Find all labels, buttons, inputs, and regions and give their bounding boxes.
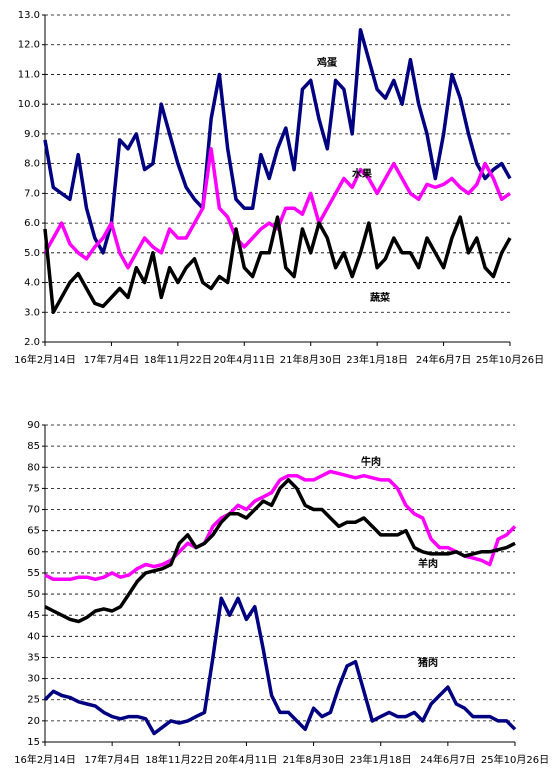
x-tick-label: 17年7月4日 xyxy=(84,353,139,366)
y-tick-label: 5.0 xyxy=(24,248,40,259)
series-line xyxy=(43,596,517,736)
y-tick-label: 3.0 xyxy=(24,307,40,318)
x-tick-label: 16年2月14日 xyxy=(14,753,76,766)
y-tick-label: 2.0 xyxy=(24,337,40,348)
y-tick-label: 45 xyxy=(27,610,40,621)
y-tick-label: 75 xyxy=(27,483,40,494)
y-tick-label: 13.0 xyxy=(18,10,40,21)
y-tick-label: 70 xyxy=(27,505,40,516)
y-tick-label: 65 xyxy=(27,526,40,537)
x-tick-label: 23年1月18日 xyxy=(350,753,412,766)
y-tick-label: 10.0 xyxy=(18,99,40,110)
y-tick-label: 60 xyxy=(27,547,40,558)
series-label: 羊肉 xyxy=(418,557,438,570)
y-tick-label: 15 xyxy=(27,737,40,748)
y-tick-label: 8.0 xyxy=(24,159,40,170)
series-line xyxy=(44,469,517,582)
y-tick-label: 90 xyxy=(27,420,40,431)
x-tick-label: 24年6月7日 xyxy=(420,753,475,766)
series-line xyxy=(44,478,516,624)
y-tick-label: 4.0 xyxy=(24,278,40,289)
y-tick-label: 9.0 xyxy=(24,129,40,140)
y-tick-label: 40 xyxy=(27,631,40,642)
x-tick-label: 25年10月26日 xyxy=(476,353,544,366)
x-tick-label: 21年8月30日 xyxy=(283,753,345,766)
x-tick-label: 16年2月14日 xyxy=(14,353,76,366)
series-line xyxy=(43,147,512,270)
x-tick-label: 25年10月26日 xyxy=(481,753,549,766)
x-tick-label: 18年11月22日 xyxy=(145,753,213,766)
x-tick-label: 20年4月11日 xyxy=(216,753,278,766)
series-label: 鸡蛋 xyxy=(316,56,337,69)
x-tick-label: 24年6月7日 xyxy=(416,353,471,366)
y-tick-label: 85 xyxy=(27,441,40,452)
series-label: 水果 xyxy=(351,167,373,180)
y-tick-label: 80 xyxy=(27,462,40,473)
y-tick-label: 30 xyxy=(27,674,40,685)
y-tick-label: 6.0 xyxy=(24,218,40,229)
y-tick-label: 11.0 xyxy=(18,69,40,80)
series-line xyxy=(43,215,512,315)
series-label: 蔬菜 xyxy=(370,291,391,304)
x-tick-label: 20年4月11日 xyxy=(213,353,275,366)
y-tick-label: 20 xyxy=(27,716,40,727)
series-label: 猪肉 xyxy=(417,656,438,669)
y-tick-label: 35 xyxy=(27,652,40,663)
x-tick-label: 21年8月30日 xyxy=(280,353,342,366)
y-tick-label: 55 xyxy=(27,568,40,579)
y-tick-label: 25 xyxy=(27,695,40,706)
y-tick-label: 12.0 xyxy=(18,40,40,51)
x-tick-label: 18年11月22日 xyxy=(144,353,212,366)
x-tick-label: 23年1月18日 xyxy=(346,353,408,366)
y-tick-label: 7.0 xyxy=(24,188,40,199)
y-tick-label: 50 xyxy=(27,589,40,600)
x-tick-label: 17年7月4日 xyxy=(84,753,139,766)
series-label: 牛肉 xyxy=(361,455,381,468)
series-line xyxy=(43,28,512,255)
